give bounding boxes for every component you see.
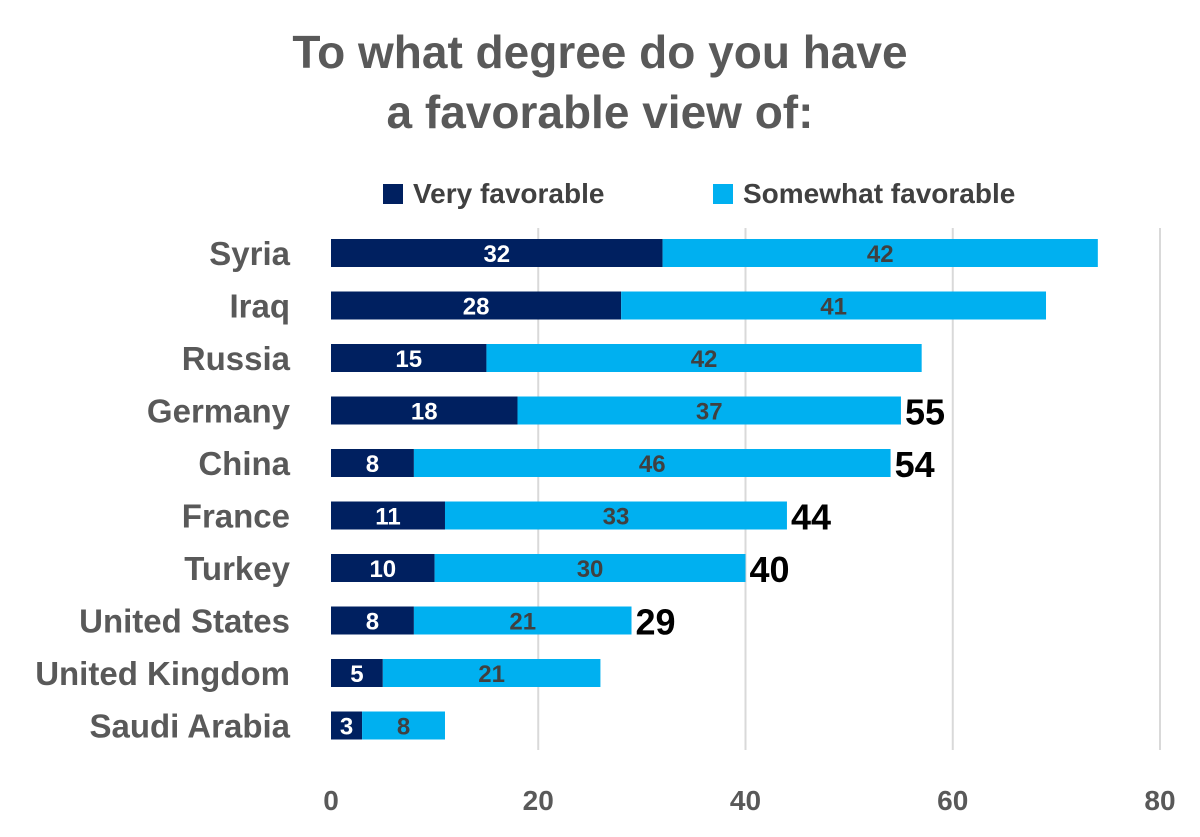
category-label: France bbox=[182, 498, 290, 535]
data-label-very-favorable: 28 bbox=[463, 294, 490, 321]
bar-very-favorable bbox=[331, 711, 363, 740]
data-label-very-favorable: 10 bbox=[369, 556, 396, 583]
category-label: Germany bbox=[147, 393, 291, 430]
legend-swatch-very-favorable bbox=[383, 184, 403, 204]
bar-somewhat-favorable bbox=[444, 501, 787, 530]
bar-very-favorable bbox=[331, 449, 414, 477]
category-label: United Kingdom bbox=[35, 655, 290, 692]
category-label: Syria bbox=[209, 235, 290, 272]
category-label: Turkey bbox=[184, 550, 290, 587]
data-label-somewhat-favorable: 42 bbox=[691, 346, 718, 373]
total-label: 54 bbox=[895, 444, 935, 485]
bar-very-favorable bbox=[331, 291, 622, 320]
category-label: Iraq bbox=[229, 288, 290, 325]
data-label-somewhat-favorable: 21 bbox=[478, 661, 505, 688]
category-label: China bbox=[198, 445, 290, 482]
x-tick-label: 0 bbox=[323, 785, 339, 816]
data-label-very-favorable: 8 bbox=[366, 609, 379, 636]
bar-somewhat-favorable bbox=[517, 396, 901, 425]
data-label-somewhat-favorable: 33 bbox=[603, 504, 630, 531]
bar-very-favorable bbox=[331, 501, 445, 530]
bar-very-favorable bbox=[331, 239, 663, 267]
bar-very-favorable bbox=[331, 396, 518, 425]
bar-very-favorable bbox=[331, 606, 414, 635]
total-label: 44 bbox=[791, 497, 831, 538]
category-label: Saudi Arabia bbox=[90, 708, 291, 745]
x-tick-label: 80 bbox=[1144, 785, 1175, 816]
chart-legend: Very favorable Somewhat favorable bbox=[0, 178, 1200, 214]
bar-somewhat-favorable bbox=[621, 291, 1047, 320]
total-label: 55 bbox=[905, 392, 945, 433]
bar-somewhat-favorable bbox=[486, 344, 922, 372]
data-label-somewhat-favorable: 21 bbox=[509, 609, 536, 636]
data-label-somewhat-favorable: 8 bbox=[397, 714, 410, 741]
bar-very-favorable bbox=[331, 344, 487, 372]
legend-item-somewhat-favorable: Somewhat favorable bbox=[713, 178, 1015, 210]
data-label-very-favorable: 11 bbox=[375, 504, 400, 531]
data-label-very-favorable: 18 bbox=[411, 399, 438, 426]
data-label-somewhat-favorable: 37 bbox=[696, 399, 723, 426]
data-label-very-favorable: 15 bbox=[395, 346, 422, 373]
bar-somewhat-favorable bbox=[413, 449, 891, 477]
data-label-somewhat-favorable: 42 bbox=[867, 241, 894, 268]
legend-item-very-favorable: Very favorable bbox=[383, 178, 604, 210]
legend-label-very-favorable: Very favorable bbox=[413, 178, 605, 209]
data-label-somewhat-favorable: 41 bbox=[820, 294, 847, 321]
legend-label-somewhat-favorable: Somewhat favorable bbox=[743, 178, 1016, 209]
data-label-somewhat-favorable: 46 bbox=[639, 451, 666, 478]
category-label: Russia bbox=[182, 340, 291, 377]
bar-somewhat-favorable bbox=[662, 239, 1098, 267]
bar-somewhat-favorable bbox=[434, 554, 746, 582]
bar-very-favorable bbox=[331, 659, 383, 687]
x-tick-label: 60 bbox=[937, 785, 968, 816]
category-label: United States bbox=[79, 603, 290, 640]
total-label: 29 bbox=[636, 602, 676, 643]
x-tick-label: 20 bbox=[523, 785, 554, 816]
chart-title-line-1: To what degree do you have bbox=[292, 26, 908, 78]
data-label-very-favorable: 8 bbox=[366, 451, 379, 478]
data-label-very-favorable: 3 bbox=[340, 714, 353, 741]
x-tick-label: 40 bbox=[730, 785, 761, 816]
data-label-somewhat-favorable: 30 bbox=[577, 556, 604, 583]
legend-swatch-somewhat-favorable bbox=[713, 184, 733, 204]
data-label-very-favorable: 5 bbox=[350, 661, 363, 688]
bar-very-favorable bbox=[331, 554, 435, 582]
bar-somewhat-favorable bbox=[362, 711, 445, 740]
chart-title-line-2: a favorable view of: bbox=[386, 86, 814, 138]
bar-somewhat-favorable bbox=[413, 606, 632, 635]
data-label-very-favorable: 32 bbox=[483, 241, 510, 268]
total-label: 40 bbox=[750, 549, 790, 590]
chart-title: To what degree do you have a favorable v… bbox=[0, 22, 1200, 142]
bar-somewhat-favorable bbox=[382, 659, 601, 687]
